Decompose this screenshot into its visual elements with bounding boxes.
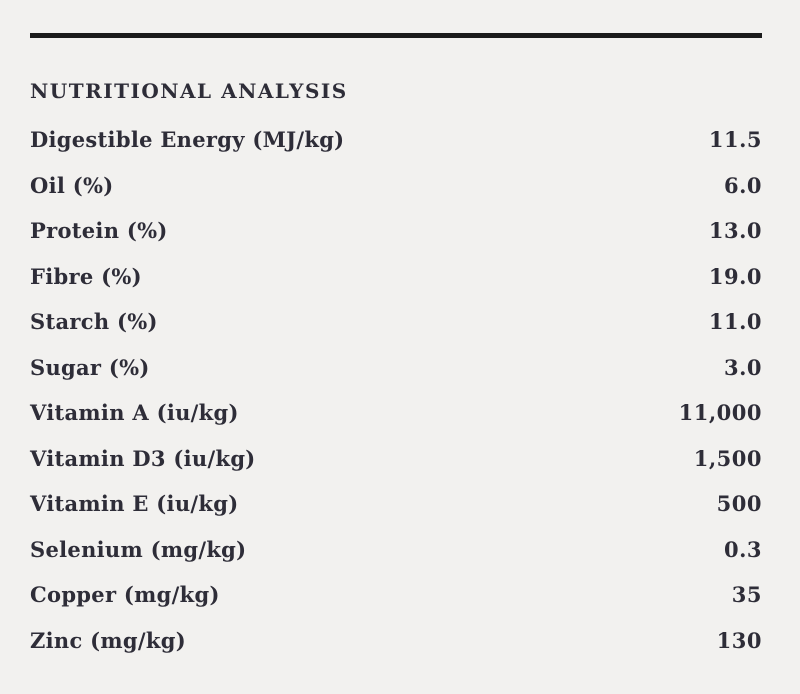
- table-row: Fibre (%) 19.0: [30, 254, 762, 300]
- table-row: Digestible Energy (MJ/kg) 11.5: [30, 117, 762, 163]
- table-row: Vitamin A (iu/kg) 11,000: [30, 390, 762, 436]
- nutrient-label: Fibre (%): [30, 263, 142, 289]
- nutrient-value: 3.0: [723, 354, 762, 380]
- nutrient-value: 11.5: [708, 127, 762, 153]
- nutrient-label: Digestible Energy (MJ/kg): [30, 127, 345, 153]
- table-row: Selenium (mg/kg) 0.3: [30, 527, 762, 573]
- nutrient-label: Vitamin E (iu/kg): [30, 491, 239, 517]
- table-row: Protein (%) 13.0: [30, 208, 762, 254]
- nutrient-label: Protein (%): [30, 218, 168, 244]
- table-row: Vitamin E (iu/kg) 500: [30, 481, 762, 527]
- nutrient-value: 1,500: [693, 445, 762, 471]
- nutrient-value: 6.0: [723, 172, 762, 198]
- nutrient-value: 130: [716, 627, 762, 653]
- table-row: Zinc (mg/kg) 130: [30, 618, 762, 664]
- nutrient-value: 19.0: [708, 263, 762, 289]
- nutrient-label: Vitamin D3 (iu/kg): [30, 445, 256, 471]
- table-row: Starch (%) 11.0: [30, 299, 762, 345]
- top-divider: [30, 33, 762, 38]
- nutrient-value: 0.3: [723, 536, 762, 562]
- table-row: Vitamin D3 (iu/kg) 1,500: [30, 436, 762, 482]
- table-row: Oil (%) 6.0: [30, 163, 762, 209]
- nutrient-value: 500: [716, 491, 762, 517]
- section-title: NUTRITIONAL ANALYSIS: [30, 79, 348, 103]
- nutrition-table: Digestible Energy (MJ/kg) 11.5 Oil (%) 6…: [30, 117, 762, 663]
- table-row: Sugar (%) 3.0: [30, 345, 762, 391]
- nutrient-label: Starch (%): [30, 309, 158, 335]
- nutrient-label: Sugar (%): [30, 354, 150, 380]
- nutrient-value: 35: [731, 582, 762, 608]
- nutrient-value: 11.0: [708, 309, 762, 335]
- nutrient-label: Selenium (mg/kg): [30, 536, 247, 562]
- nutrient-label: Copper (mg/kg): [30, 582, 220, 608]
- table-row: Copper (mg/kg) 35: [30, 572, 762, 618]
- nutrient-label: Vitamin A (iu/kg): [30, 400, 239, 426]
- nutrient-value: 11,000: [678, 400, 762, 426]
- nutrient-label: Zinc (mg/kg): [30, 627, 186, 653]
- nutrient-label: Oil (%): [30, 172, 114, 198]
- nutrient-value: 13.0: [708, 218, 762, 244]
